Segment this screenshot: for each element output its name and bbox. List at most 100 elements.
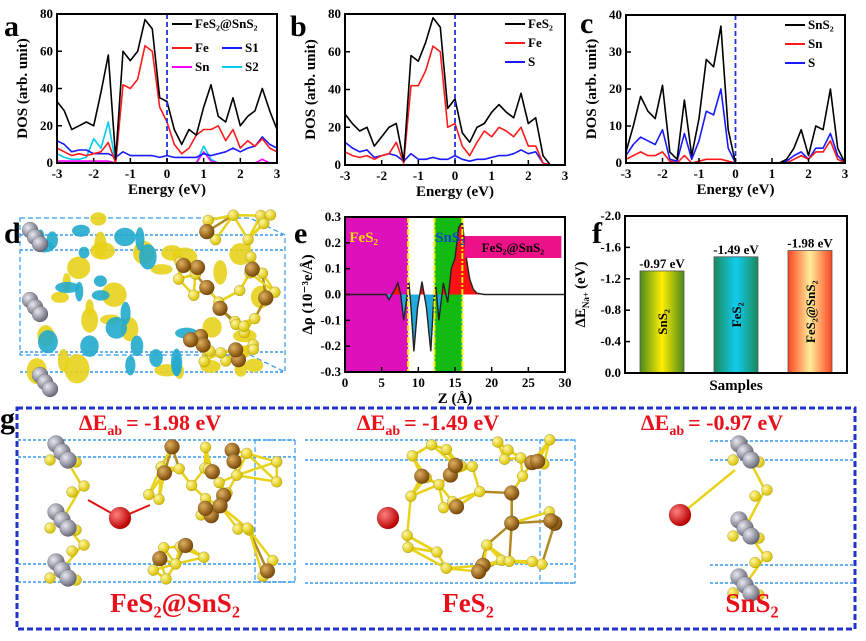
bar-data-label: -0.97 eV <box>639 256 685 271</box>
s-atom <box>405 490 417 502</box>
s-atom <box>749 556 761 569</box>
delta-e-symbol: ΔE <box>357 410 385 435</box>
x-tick-label: 0 <box>452 168 459 183</box>
charge-depletion-isosurface <box>135 227 145 251</box>
s-atom <box>473 485 486 498</box>
legend-label: S2 <box>245 59 259 74</box>
x-tick-label: 30 <box>559 375 572 390</box>
s-atom <box>185 479 198 492</box>
x-axis-label: Samples <box>709 378 763 394</box>
x-axis-label: Energy (eV) <box>128 182 206 198</box>
x-tick-label: 0 <box>164 166 171 181</box>
structure-name-3: SnS₂ <box>725 588 778 618</box>
dos-line-Fe <box>344 45 565 166</box>
x-tick-label: 1 <box>200 166 207 181</box>
s-atom <box>233 284 246 297</box>
y-tick-label: 0.3 <box>325 209 342 224</box>
charge-difference-line <box>345 220 565 352</box>
charge-depletion-isosurface <box>149 349 163 367</box>
s-atom <box>173 463 185 475</box>
subscript: ab <box>669 424 684 439</box>
s-atom <box>245 251 257 263</box>
x-axis-label: Z (Å) <box>438 391 473 407</box>
bond <box>679 469 736 516</box>
legend-label: Fe <box>195 40 209 55</box>
bond <box>407 546 447 570</box>
sn-atom <box>59 519 77 537</box>
s-atom <box>66 545 78 557</box>
y-tick-label: 20 <box>40 118 53 133</box>
x-tick-label: -1 <box>694 166 705 181</box>
cell-edge <box>254 439 296 583</box>
x-axis-label: Energy (eV) <box>416 184 494 200</box>
legend: FeS₂@SnS₂ Fe S1 Sn S2 <box>172 16 259 74</box>
bond <box>245 452 278 483</box>
y-tick-label: 60 <box>40 43 53 58</box>
na-atom <box>668 503 692 527</box>
y-axis-label: Δρ (10⁻³e/Å) <box>300 254 316 334</box>
charge-depletion-isosurface <box>170 348 183 377</box>
legend: FeS₂ Fe S <box>505 16 553 69</box>
atomic-structures <box>18 434 855 602</box>
adsorption-structures-panel: ΔEab = -1.98 eV ΔEab = -1.49 eV ΔEab = -0.9… <box>15 406 857 631</box>
x-axis-label: Energy (eV) <box>697 182 775 198</box>
s-atom <box>215 346 227 359</box>
legend-label: FeS₂ <box>528 16 553 31</box>
sn-atom <box>59 569 77 587</box>
fe-atom <box>199 223 215 240</box>
s-atom <box>169 558 182 570</box>
charge-accumulation-isosurface <box>150 264 173 275</box>
fe-atom <box>447 457 464 474</box>
panel-g-frame <box>15 406 857 631</box>
cell-edge <box>19 217 286 373</box>
x-tick-label: 5 <box>378 375 385 390</box>
x-tick-label: 2 <box>525 168 532 183</box>
y-tick-label: 0.2 <box>325 235 341 250</box>
charge-density-isosurface <box>19 209 286 398</box>
s-atom <box>198 551 210 563</box>
y-tick-label: 80 <box>328 6 341 21</box>
s-atom <box>425 438 438 451</box>
s-atom <box>238 320 250 332</box>
bar-SnS₂ <box>639 270 685 374</box>
fe-atom <box>212 300 228 317</box>
charge-depletion-isosurface <box>120 301 131 325</box>
s-atom <box>492 436 504 448</box>
fe-atom <box>156 465 173 481</box>
legend-label: Sn <box>195 59 210 74</box>
x-tick-label: 1 <box>769 166 776 181</box>
s-atom <box>78 480 90 492</box>
y-tick-label: 0 <box>335 157 342 172</box>
x-tick-label: 3 <box>842 166 849 181</box>
y-tick-label: -0.3 <box>320 364 341 379</box>
charge-accumulation-isosurface <box>81 307 99 333</box>
s-atom <box>248 312 261 325</box>
y-tick-label: -2.0 <box>600 208 621 223</box>
charge-depletion-isosurface <box>93 275 107 287</box>
fe-atom <box>212 498 228 514</box>
sn-atom <box>59 451 77 469</box>
legend-label: FeS₂@SnS₂ <box>195 16 258 31</box>
charge-accumulation-isosurface <box>245 358 264 373</box>
fe-atom <box>177 537 194 554</box>
bar-FeS₂@SnS₂ <box>787 250 833 374</box>
bond <box>406 534 438 554</box>
charge-difference-chart: 0 5 10 15 20 25 30 -0.3 -0.2 -0.1 0.0 0.1 0.2 0.3 FeS₂… <box>300 209 572 407</box>
y-axis-label: DOS (arb. unit) <box>303 39 319 139</box>
s-atom <box>727 454 739 466</box>
y-tick-label: -1.2 <box>600 271 621 286</box>
s-atom <box>153 493 165 506</box>
y-tick-label: 0.0 <box>605 365 621 380</box>
energy-value: = -1.49 eV <box>404 410 499 435</box>
charge-accumulation-isosurface <box>67 256 91 279</box>
subscript: ab <box>385 424 400 439</box>
bar-FeS₂ <box>713 256 759 374</box>
legend-label: FeS₂@SnS₂ <box>482 240 545 255</box>
s-atom <box>247 343 260 356</box>
y-axis-label-main: ΔE <box>573 308 589 327</box>
legend-box <box>464 236 562 258</box>
panel-label-c: c <box>580 7 593 40</box>
fe-atom <box>244 261 260 277</box>
charge-depletion-isosurface <box>72 224 90 237</box>
